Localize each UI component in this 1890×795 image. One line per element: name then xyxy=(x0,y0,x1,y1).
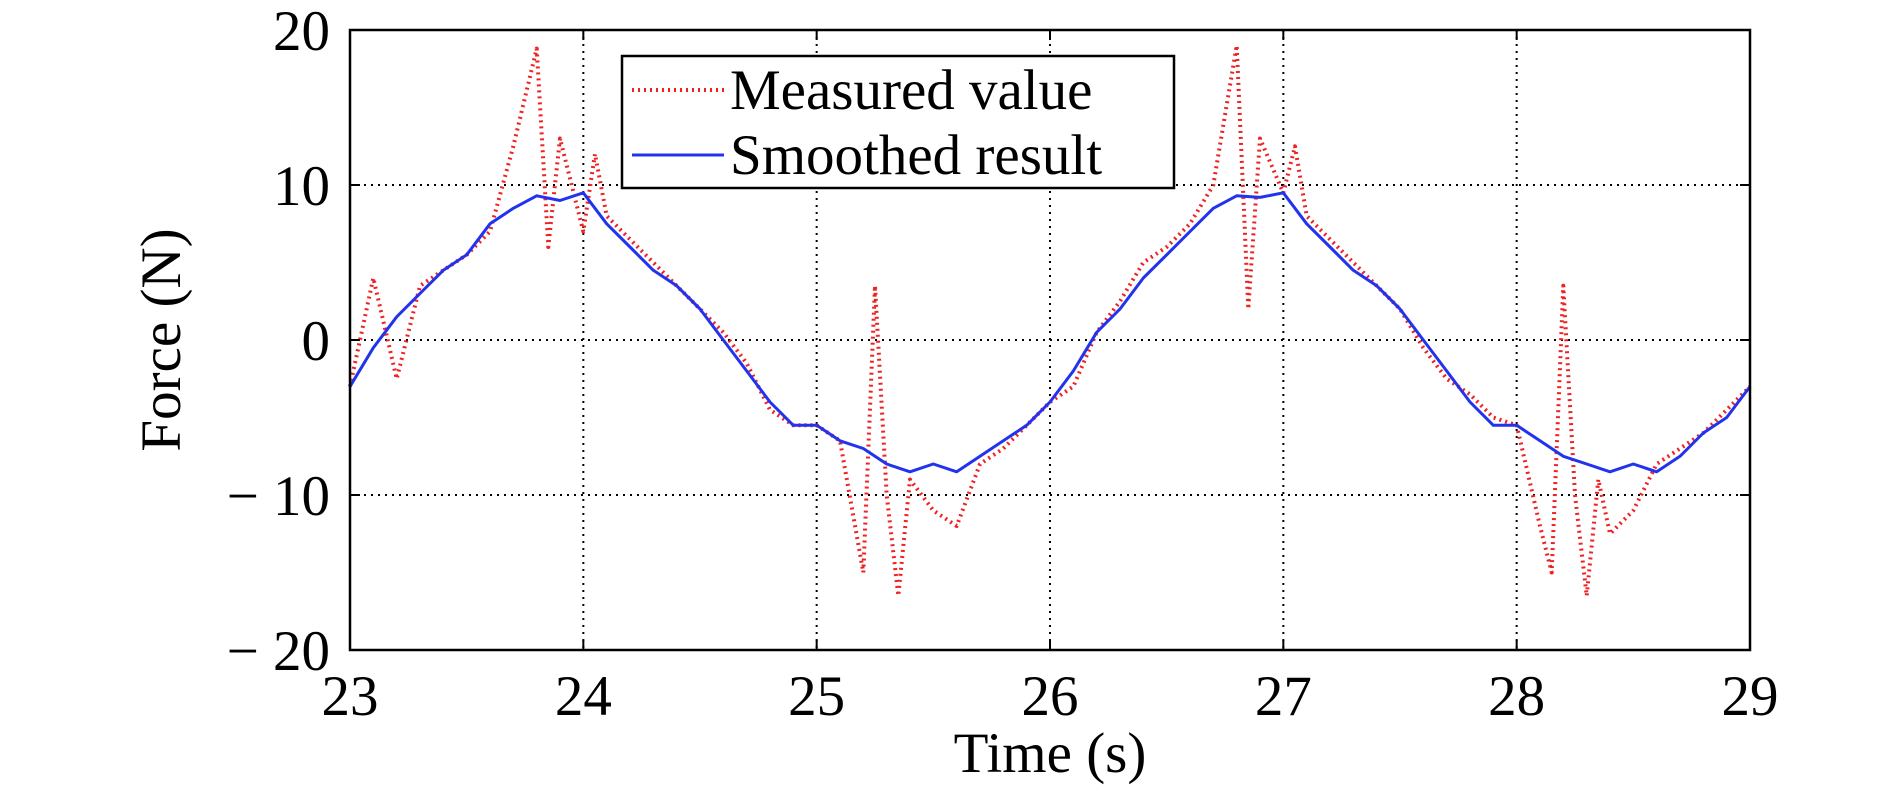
x-axis-title: Time (s) xyxy=(954,722,1147,785)
legend: Measured value Smoothed result xyxy=(620,54,1176,190)
y-tick-label: − 20 xyxy=(227,620,330,683)
plot-series xyxy=(348,43,1752,598)
x-tick-label: 27 xyxy=(1255,665,1312,728)
y-axis-title: Force (N) xyxy=(130,228,193,451)
x-tick-label: 24 xyxy=(555,665,612,728)
x-tick-label: 25 xyxy=(788,665,845,728)
x-tick-label: 26 xyxy=(1022,665,1079,728)
y-tick-label: 10 xyxy=(273,155,330,218)
legend-box xyxy=(620,54,1176,190)
legend-label-measured-value: Measured value xyxy=(730,59,1092,122)
x-tick-label: 28 xyxy=(1488,665,1545,728)
series-line-smoothed-result xyxy=(348,191,1752,474)
x-tick-label: 29 xyxy=(1722,665,1779,728)
y-tick-label: − 10 xyxy=(227,465,330,528)
x-tick-label: 23 xyxy=(322,665,379,728)
series-line-measured-value xyxy=(348,43,1752,598)
y-tick-label: 20 xyxy=(273,0,330,63)
y-tick-label: 0 xyxy=(302,310,331,373)
axis-ticks: 23 24 25 26 27 28 29 20 10 0 − 10 − 20 xyxy=(227,0,1779,728)
legend-label-smoothed-result: Smoothed result xyxy=(730,124,1102,187)
